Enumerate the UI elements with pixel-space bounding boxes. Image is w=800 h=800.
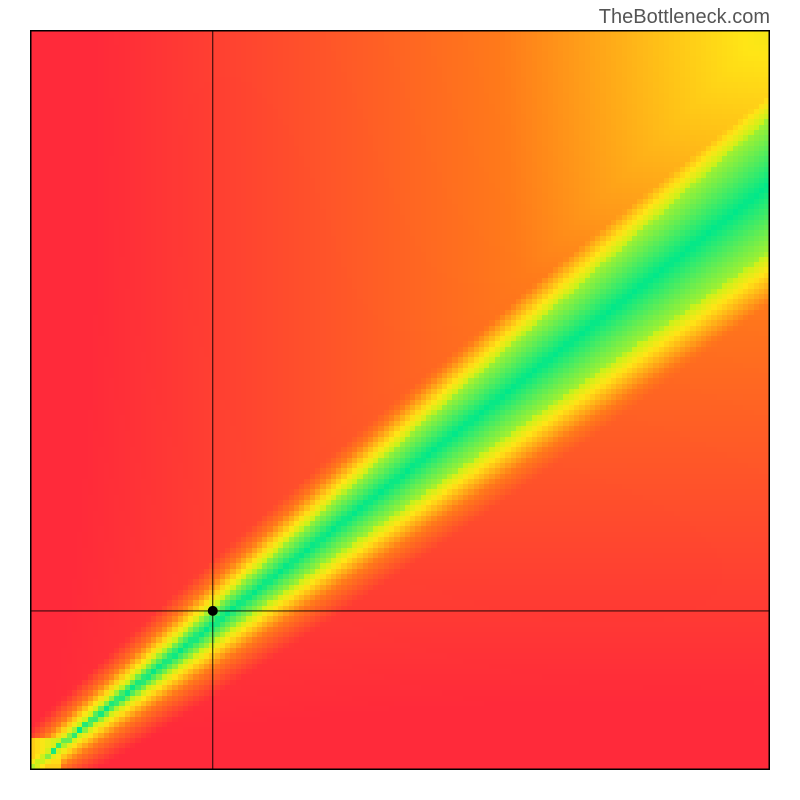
heatmap-canvas [30, 30, 770, 770]
chart-container: { "watermark": { "text": "TheBottleneck.… [0, 0, 800, 800]
plot-area [30, 30, 770, 770]
watermark-text: TheBottleneck.com [599, 6, 770, 29]
